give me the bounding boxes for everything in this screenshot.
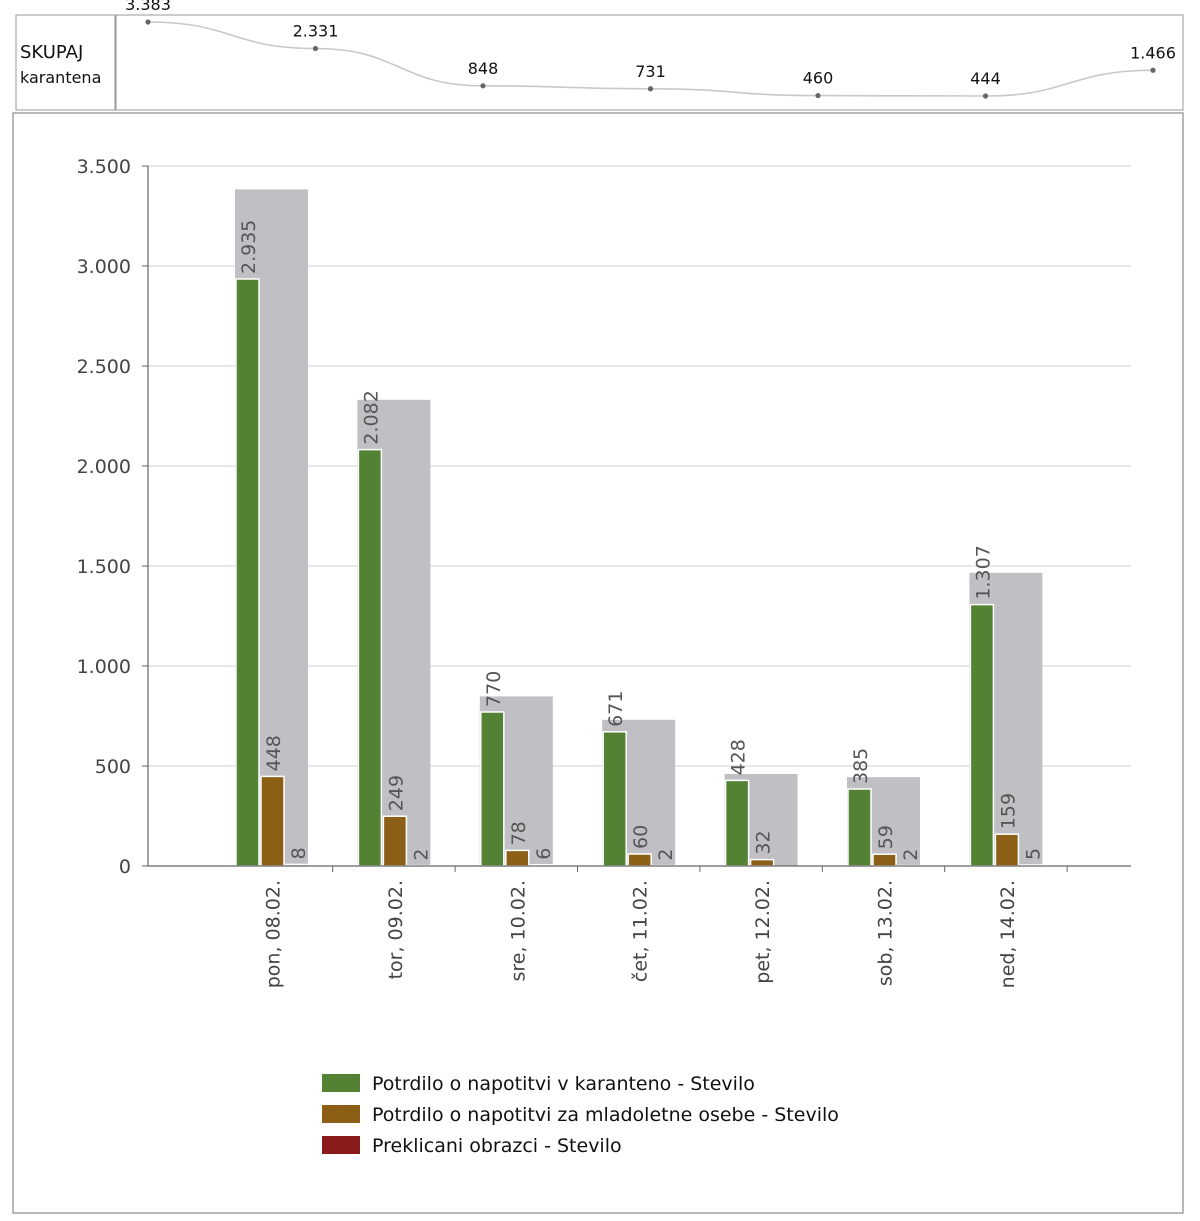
summary-subtitle: karantena — [20, 68, 101, 87]
legend-label-1: Potrdilo o napotitvi za mladoletne osebe… — [372, 1104, 839, 1126]
y-tick-label: 0 — [119, 856, 131, 878]
series-bar-0 — [602, 731, 627, 867]
x-tick-label: pon, 08.02. — [263, 880, 285, 988]
sparkline-value-label: 3.383 — [125, 0, 171, 14]
sparkline-value-label: 460 — [803, 69, 834, 88]
y-tick-label: 1.500 — [77, 556, 131, 578]
series-bar-0 — [969, 603, 995, 867]
bar-value-label: 60 — [630, 825, 652, 849]
sparkline-point — [480, 83, 486, 89]
bar-value-label: 2 — [900, 849, 922, 861]
x-tick-label: sob, 13.02. — [875, 880, 897, 986]
sparkline-value-label: 731 — [635, 62, 666, 81]
bar-value-label: 428 — [728, 739, 750, 775]
sparkline-point — [815, 92, 821, 99]
series-bar-1 — [627, 853, 652, 867]
series-bar-0 — [357, 448, 383, 867]
series-bar-1 — [382, 815, 408, 867]
sparkline-series: 3.383 2.331 848 731 460 444 1.466 — [125, 0, 1176, 99]
bar-value-label: 249 — [385, 775, 407, 811]
bars: 2.93544882.08224927707866716024283238559… — [235, 189, 1044, 867]
bar-value-label: 448 — [263, 735, 285, 771]
bar-value-label: 78 — [508, 821, 530, 845]
x-axis: pon, 08.02. tor, 09.02. sre, 10.02. čet, 11… — [148, 865, 1131, 988]
series-bar-0 — [724, 779, 750, 867]
bar-chart: 0 500 1.000 1.500 2.000 2.500 3.000 3.500 2.935… — [12, 112, 1184, 1214]
series-bar-1 — [994, 833, 1020, 867]
bar-value-label: 32 — [753, 830, 775, 854]
y-axis: 0 500 1.000 1.500 2.000 2.500 3.000 3.500 — [77, 156, 149, 878]
bar-value-label: 1.307 — [972, 545, 994, 599]
x-tick-label: sre, 10.02. — [507, 880, 529, 982]
sparkline-point — [982, 93, 989, 99]
bar-value-label: 59 — [875, 825, 897, 849]
bar-value-label: 2.935 — [238, 220, 260, 274]
summary-title: SKUPAJ — [20, 42, 83, 63]
x-tick-label: ned, 14.02. — [997, 880, 1019, 988]
bar-value-label: 6 — [533, 848, 555, 860]
series-bar-0 — [847, 788, 872, 867]
sparkline-point — [145, 19, 151, 25]
y-tick-label: 3.500 — [77, 156, 131, 178]
bar-value-label: 159 — [997, 793, 1019, 829]
y-tick-label: 500 — [95, 756, 131, 778]
y-tick-label: 1.000 — [77, 656, 131, 678]
bar-value-label: 8 — [288, 847, 310, 859]
y-tick-label: 3.000 — [77, 256, 131, 278]
sparkline-value-label: 848 — [468, 59, 499, 78]
x-tick-label: pet, 12.02. — [752, 880, 774, 984]
series-bar-0 — [235, 278, 260, 867]
series-bar-1 — [260, 775, 285, 867]
y-tick-label: 2.000 — [77, 456, 131, 478]
series-bar-1 — [872, 853, 897, 867]
sparkline-value-label: 2.331 — [293, 21, 339, 40]
legend-label-2: Preklicani obrazci - Stevilo — [372, 1135, 622, 1157]
sparkline-point — [647, 86, 654, 92]
bar-value-label: 2 — [410, 849, 432, 861]
y-tick-label: 2.500 — [77, 356, 131, 378]
sparkline-value-label: 1.466 — [1130, 43, 1176, 62]
bar-value-label: 671 — [605, 691, 627, 727]
legend-swatch-2 — [322, 1136, 360, 1154]
legend-swatch-1 — [322, 1105, 360, 1123]
summary-sparkline-panel: SKUPAJ karantena 3.383 2.331 848 731 460 444 1… — [15, 0, 1184, 111]
bar-value-label: 2.082 — [360, 390, 382, 444]
bar-value-label: 2 — [655, 849, 677, 861]
sparkline-point — [312, 45, 319, 52]
sparkline-point — [1150, 67, 1156, 73]
legend-label-0: Potrdilo o napotitvi v karanteno - Stevi… — [372, 1073, 755, 1095]
bar-value-label: 5 — [1022, 848, 1044, 860]
legend-swatch-0 — [322, 1074, 360, 1092]
series-bar-0 — [480, 711, 505, 867]
x-tick-label: tor, 09.02. — [385, 880, 407, 979]
sparkline-value-label: 444 — [970, 69, 1001, 88]
x-tick-label: čet, 11.02. — [630, 880, 652, 982]
series-bar-1 — [505, 849, 530, 867]
bar-value-label: 385 — [850, 748, 872, 784]
series-bar-1 — [749, 858, 775, 867]
legend: Potrdilo o napotitvi v karanteno - Stevi… — [322, 1073, 839, 1157]
bar-value-label: 770 — [483, 671, 505, 707]
